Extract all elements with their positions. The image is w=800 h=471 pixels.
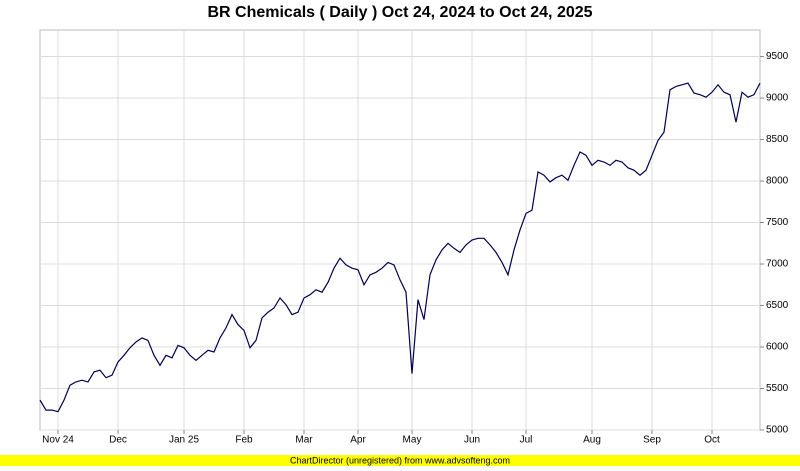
x-tick-label: Dec	[109, 435, 127, 446]
y-tick-label: 6500	[766, 300, 789, 311]
x-tick-label: Jul	[520, 435, 533, 446]
y-tick-label: 7500	[766, 217, 789, 228]
y-tick-label: 5500	[766, 383, 789, 394]
price-line	[39, 82, 761, 413]
y-tick-label: 9500	[766, 51, 789, 62]
y-tick-label: 6000	[766, 342, 789, 353]
y-tick-label: 9000	[766, 93, 789, 104]
y-tick-label: 8000	[766, 176, 789, 187]
footer-bar	[0, 455, 800, 466]
x-tick-label: Sep	[643, 435, 661, 446]
x-tick-label: Aug	[583, 435, 601, 446]
x-tick-label: Jun	[464, 435, 480, 446]
x-tick-label: Feb	[235, 435, 253, 446]
y-tick-label: 8500	[766, 134, 789, 145]
x-tick-label: Mar	[295, 435, 313, 446]
x-tick-label: Nov 24	[42, 435, 74, 446]
x-tick-label: Oct	[704, 435, 720, 446]
y-tick-label: 5000	[766, 425, 789, 436]
x-tick-label: May	[403, 435, 422, 446]
footer-text: ChartDirector (unregistered) from www.ad…	[290, 455, 510, 465]
x-tick-label: Jan 25	[169, 435, 199, 446]
y-tick-label: 7000	[766, 259, 789, 270]
chart-title: BR Chemicals ( Daily ) Oct 24, 2024 to O…	[207, 4, 592, 21]
x-tick-label: Apr	[350, 435, 366, 446]
plot-area	[39, 29, 761, 431]
